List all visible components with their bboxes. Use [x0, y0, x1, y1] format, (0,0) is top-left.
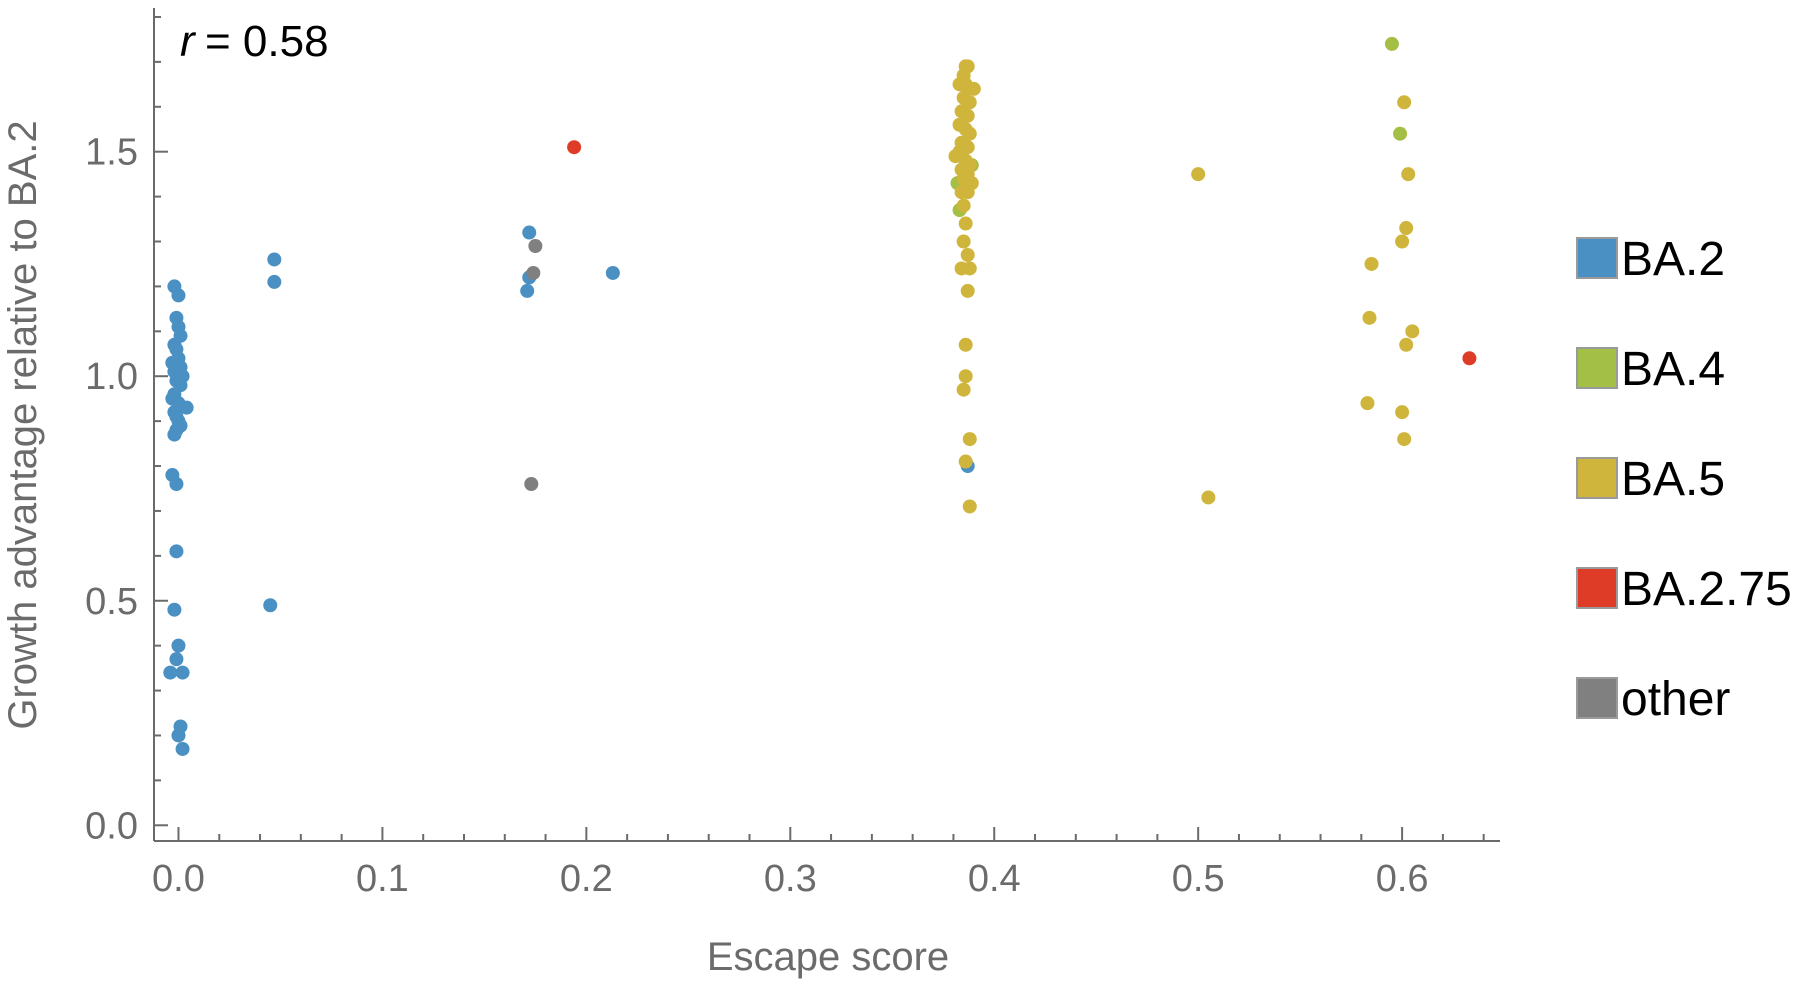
data-points [163, 36, 1477, 756]
data-point [528, 239, 543, 253]
data-point [962, 432, 977, 447]
axes: 0.0 0.1 0.2 0.3 0.4 0.5 0.6 0.0 0.5 1.0 1.5 [85, 8, 1500, 900]
data-point [1399, 337, 1414, 352]
legend-label: BA.2.75 [1621, 563, 1792, 616]
data-point [263, 598, 278, 613]
series-BA-2-75 [567, 140, 1477, 366]
annotation-symbol: r [180, 17, 197, 66]
data-point [171, 728, 186, 743]
data-point [520, 283, 535, 298]
data-point [966, 81, 981, 96]
x-tick-label: 0.0 [152, 858, 205, 900]
data-point [1397, 95, 1412, 110]
data-point [956, 382, 971, 397]
legend-swatch [1576, 237, 1618, 279]
data-point [1201, 490, 1216, 505]
data-point [1364, 256, 1379, 271]
data-point [169, 477, 184, 491]
y-axis-title: Growth advantage relative to BA.2 [1, 120, 45, 729]
data-point [954, 261, 969, 276]
x-axis-title: Escape score [707, 935, 949, 979]
legend-label: other [1621, 673, 1730, 726]
series-other [524, 239, 543, 491]
data-point [175, 665, 190, 680]
series-BA-2 [163, 225, 975, 756]
data-point [958, 454, 973, 469]
data-point [960, 247, 975, 262]
data-point [267, 252, 282, 267]
data-point [1395, 234, 1410, 249]
data-point [1401, 167, 1416, 182]
y-tick-label: 0.0 [85, 805, 138, 847]
data-point [522, 225, 537, 240]
x-tick-label: 0.2 [560, 858, 613, 900]
data-point [958, 369, 973, 384]
series-BA-4 [950, 36, 1408, 218]
data-point [167, 602, 182, 617]
data-point [956, 234, 971, 249]
data-point [167, 427, 182, 442]
x-tick-label: 0.4 [968, 858, 1021, 900]
data-point [1393, 126, 1408, 141]
annotation-value: = 0.58 [205, 17, 329, 66]
data-point [605, 265, 620, 280]
y-tick-label: 1.5 [85, 132, 138, 174]
data-point [267, 274, 282, 289]
legend-label: BA.2 [1621, 233, 1725, 286]
data-point [524, 477, 539, 491]
data-point [567, 140, 582, 155]
data-point [962, 126, 977, 141]
data-point [962, 95, 977, 110]
y-tick-label: 0.5 [85, 581, 138, 623]
data-point [1362, 310, 1377, 325]
legend-label: BA.5 [1621, 453, 1725, 506]
data-point [175, 741, 190, 756]
series-BA-5 [948, 59, 1420, 514]
data-point [1399, 221, 1414, 236]
annotation: r = 0.58 [180, 17, 329, 66]
x-tick-label: 0.5 [1172, 858, 1225, 900]
data-point [956, 198, 971, 213]
data-point [1360, 396, 1375, 411]
data-point [163, 665, 178, 680]
legend-swatch [1576, 347, 1618, 389]
legend-swatch [1576, 567, 1618, 609]
y-tick-label: 1.0 [85, 356, 138, 398]
legend-swatch [1576, 677, 1618, 719]
data-point [960, 283, 975, 298]
x-tick-label: 0.1 [356, 858, 409, 900]
x-tick-label: 0.6 [1376, 858, 1429, 900]
legend-swatch [1576, 457, 1618, 499]
data-point [1462, 351, 1477, 366]
data-point [1191, 167, 1206, 182]
data-point [1405, 324, 1420, 339]
data-point [960, 108, 975, 123]
data-point [1397, 432, 1412, 447]
data-point [171, 638, 186, 653]
x-tick-label: 0.3 [764, 858, 817, 900]
data-point [958, 216, 973, 231]
data-point [1384, 36, 1399, 51]
data-point [179, 400, 194, 415]
data-point [960, 185, 975, 200]
data-point [1395, 405, 1410, 420]
data-point [171, 288, 186, 303]
data-point [526, 265, 541, 280]
data-point [169, 544, 184, 559]
data-point [962, 499, 977, 514]
data-point [169, 652, 184, 667]
legend-label: BA.4 [1621, 343, 1725, 396]
legend: BA.2 BA.4 BA.5 BA.2.75 other [1576, 233, 1792, 726]
data-point [958, 337, 973, 352]
